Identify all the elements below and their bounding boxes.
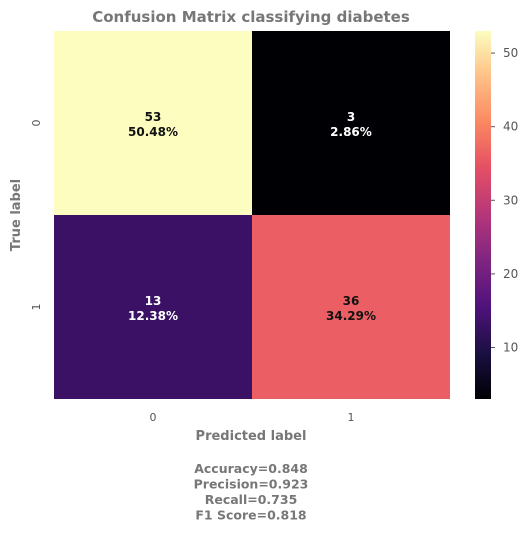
cell-percent-0-0: 50.48% xyxy=(128,125,178,139)
x-axis-label: Predicted label xyxy=(196,429,307,444)
heatmap-cells xyxy=(54,31,450,399)
colorbar-tick-label-4: 50 xyxy=(503,46,518,60)
cell-percent-1-0: 12.38% xyxy=(128,309,178,323)
colorbar-tick-label-3: 40 xyxy=(503,120,518,134)
x-tick-label-1: 1 xyxy=(348,411,355,424)
y-axis-label: True label xyxy=(9,179,24,251)
heatmap-cell-0-0 xyxy=(54,31,252,215)
cell-count-0-0: 53 xyxy=(145,110,162,124)
colorbar-tick-label-0: 10 xyxy=(503,340,518,354)
cell-count-0-1: 3 xyxy=(347,110,355,124)
colorbar-ticks: 10 20 30 40 50 xyxy=(491,46,518,354)
colorbar xyxy=(475,31,491,399)
colorbar-tick-label-2: 30 xyxy=(503,193,518,207)
x-tick-label-0: 0 xyxy=(150,411,157,424)
y-tick-label-0: 0 xyxy=(30,120,43,127)
chart-title: Confusion Matrix classifying diabetes xyxy=(92,8,410,26)
cell-count-1-1: 36 xyxy=(343,294,360,308)
heatmap-cell-1-0 xyxy=(54,215,252,399)
heatmap-cell-1-1 xyxy=(252,215,450,399)
metric-line-1: Precision=0.923 xyxy=(194,477,309,492)
cell-count-1-0: 13 xyxy=(145,294,162,308)
heatmap-cell-0-1 xyxy=(252,31,450,215)
metric-line-0: Accuracy=0.848 xyxy=(194,461,308,476)
metric-line-3: F1 Score=0.818 xyxy=(195,508,306,523)
cell-percent-1-1: 34.29% xyxy=(326,309,376,323)
colorbar-tick-label-1: 20 xyxy=(503,267,518,281)
y-tick-label-1: 1 xyxy=(30,304,43,311)
metrics-text: Accuracy=0.848Precision=0.923Recall=0.73… xyxy=(194,461,309,523)
metric-line-2: Recall=0.735 xyxy=(205,492,298,507)
y-axis-ticks: 01 xyxy=(30,120,43,311)
cell-percent-0-1: 2.86% xyxy=(330,125,372,139)
